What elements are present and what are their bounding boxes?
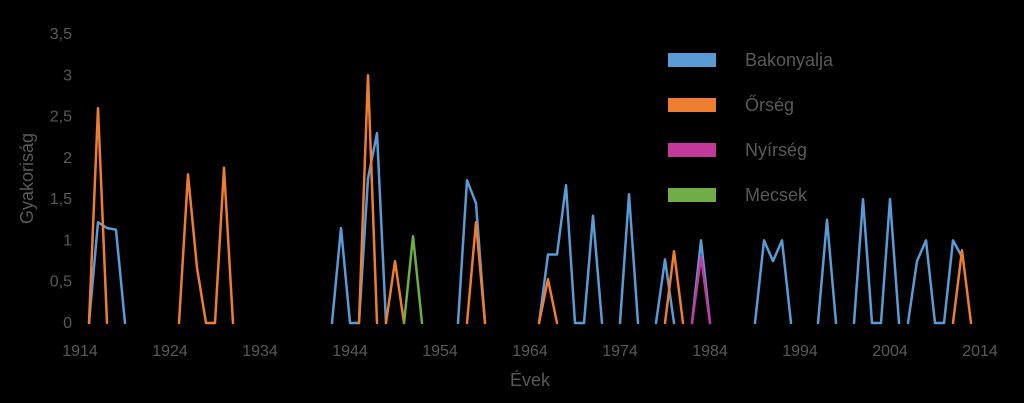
x-tick-label: 1954 [422, 343, 458, 360]
y-tick-label: 2 [63, 150, 72, 167]
series-line-segment [951, 249, 973, 325]
y-tick-label: 3 [63, 67, 72, 84]
legend: Bakonyalja Őrség Nyírség Mecsek [668, 50, 834, 205]
series-mecsek [402, 235, 424, 325]
series-line-segment [465, 221, 487, 325]
series-line-segment [816, 218, 838, 325]
legend-label: Őrség [745, 94, 794, 115]
series-line-segment [690, 255, 712, 325]
series-line-segment [87, 107, 109, 325]
x-tick-label: 2004 [872, 343, 908, 360]
series-line-segment [753, 239, 793, 325]
series-line-segment [402, 235, 424, 325]
x-tick-label: 2014 [962, 343, 998, 360]
legend-label: Mecsek [745, 185, 808, 205]
y-tick-label: 2,5 [50, 109, 72, 126]
series-line-segment [357, 74, 379, 325]
series-őrség [87, 74, 973, 325]
x-axis-ticks: 1914 1924 1934 1944 1954 1964 1974 1984 1994 2004… [62, 343, 998, 360]
series-line-segment [852, 197, 901, 325]
x-tick-label: 1944 [332, 343, 368, 360]
legend-label: Bakonyalja [745, 50, 834, 70]
series-line-segment [654, 258, 676, 325]
x-tick-label: 1914 [62, 343, 98, 360]
y-axis-title: Gyakoriság [17, 133, 37, 224]
x-tick-label: 1964 [512, 343, 548, 360]
y-axis-ticks: 0 0,5 1 1,5 2 2,5 3 3,5 [50, 26, 72, 332]
x-tick-label: 1924 [152, 343, 188, 360]
x-axis-title: Évek [510, 370, 551, 390]
y-tick-label: 0,5 [50, 274, 72, 291]
y-tick-label: 1,5 [50, 191, 72, 208]
series-nyírség [690, 255, 712, 325]
series-bakonyalja [87, 131, 964, 325]
legend-label: Nyírség [745, 140, 807, 160]
series-line-segment [456, 178, 487, 325]
series-line-segment [384, 259, 406, 325]
series-line-segment [618, 192, 640, 325]
series-line-segment [906, 239, 964, 325]
series-line-segment [537, 277, 559, 325]
series-line-segment [87, 221, 127, 325]
y-tick-label: 0 [63, 315, 72, 332]
x-tick-label: 1984 [692, 343, 728, 360]
series-line-segment [537, 183, 604, 325]
x-tick-label: 1994 [782, 343, 818, 360]
y-tick-label: 3,5 [50, 26, 72, 43]
y-tick-label: 1 [63, 232, 72, 249]
x-tick-label: 1974 [602, 343, 638, 360]
series-line-segment [663, 249, 685, 325]
series-lines [87, 74, 973, 325]
series-line-segment [177, 166, 235, 325]
x-tick-label: 1934 [242, 343, 278, 360]
